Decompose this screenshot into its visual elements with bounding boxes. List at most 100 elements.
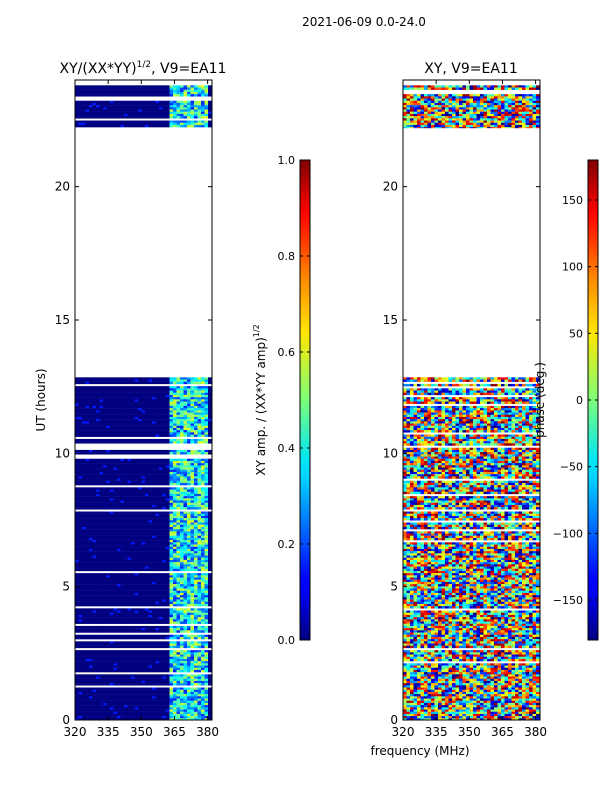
heatmap-cell [141, 557, 146, 561]
heatmap-cell [120, 658, 125, 662]
heatmap-cell [201, 493, 205, 497]
heatmap-cell [148, 557, 153, 561]
heatmap-cell [208, 612, 212, 616]
heatmap-cell [204, 491, 209, 495]
heatmap-cell [183, 388, 188, 391]
heatmap-cell [85, 421, 90, 424]
heatmap-cell [134, 467, 139, 470]
heatmap-cell [117, 432, 121, 435]
heatmap-cell [85, 381, 90, 385]
heatmap-cell [208, 419, 212, 422]
heatmap-cell [110, 491, 114, 495]
heatmap-cell [176, 562, 181, 565]
heatmap-cell [103, 678, 107, 682]
heatmap-cell [176, 658, 181, 662]
heatmap-cell [110, 654, 114, 657]
heatmap-cell [187, 441, 191, 444]
heatmap-cell [141, 645, 146, 649]
heatmap-cell [106, 452, 111, 455]
heatmap-cell [99, 496, 104, 499]
heatmap-cell [131, 469, 135, 473]
heatmap-cell [183, 423, 188, 426]
heatmap-cell [124, 388, 128, 391]
heatmap-cell [106, 416, 111, 420]
heatmap-cell [124, 595, 128, 598]
heatmap-cell [159, 661, 163, 664]
heatmap-cell [173, 579, 177, 583]
heatmap-cell [92, 555, 97, 558]
heatmap-cell [110, 568, 114, 572]
heatmap-cell [138, 621, 142, 624]
heatmap-cell [176, 603, 181, 607]
heatmap-cell [197, 489, 202, 492]
heatmap-cell [152, 654, 156, 657]
heatmap-cell [162, 377, 167, 380]
heatmap-cell [92, 650, 97, 653]
heatmap-cell [155, 487, 160, 490]
heatmap-cell [78, 590, 83, 594]
heatmap-cell [201, 546, 205, 550]
heatmap-cell [169, 430, 174, 433]
heatmap-cell [138, 392, 142, 396]
heatmap-cell [145, 630, 149, 633]
heatmap-cell [183, 568, 188, 572]
heatmap-cell [106, 586, 111, 589]
heatmap-cell [162, 555, 167, 558]
heatmap-cell [194, 504, 198, 508]
heatmap-cell [85, 535, 90, 539]
heatmap-cell [173, 496, 177, 499]
heatmap-cell [204, 414, 209, 418]
heatmap-cell [169, 504, 174, 508]
heatmap-cell [124, 584, 128, 587]
heatmap-cell [201, 630, 205, 633]
heatmap-cell [194, 568, 198, 572]
heatmap-cell [124, 610, 128, 613]
heatmap-cell [190, 617, 195, 620]
heatmap-cell [197, 643, 202, 646]
heatmap-cell [134, 674, 139, 677]
heatmap-cell [183, 434, 188, 437]
heatmap-cell [155, 610, 160, 613]
heatmap-cell [159, 652, 163, 655]
heatmap-cell [155, 414, 160, 418]
heatmap-cell [176, 408, 181, 411]
heatmap-cell [124, 474, 128, 477]
heatmap-cell [187, 656, 191, 660]
heatmap-cell [106, 687, 111, 690]
heatmap-cell [92, 423, 97, 426]
heatmap-cell [138, 544, 142, 547]
heatmap-cell [141, 577, 146, 580]
heatmap-cell [197, 610, 202, 613]
heatmap-cell [127, 641, 132, 644]
heatmap-cell [176, 687, 181, 690]
heatmap-cell [96, 669, 100, 673]
heatmap-cell [85, 405, 90, 409]
heatmap-cell [124, 669, 128, 673]
heatmap-cell [187, 405, 191, 409]
heatmap-cell [141, 390, 146, 393]
heatmap-cell [166, 533, 170, 536]
heatmap-cell [113, 524, 118, 528]
heatmap-cell [120, 645, 125, 649]
heatmap-cell [131, 432, 135, 435]
heatmap-cell [92, 674, 97, 677]
heatmap-cell [110, 562, 114, 565]
heatmap-cell [183, 529, 188, 532]
heatmap-cell [89, 551, 93, 554]
heatmap-cell [78, 515, 83, 519]
heatmap-cell [75, 482, 79, 486]
heatmap-cell [106, 471, 111, 475]
heatmap-cell [152, 581, 156, 585]
heatmap-cell [99, 544, 104, 547]
heatmap-cell [117, 625, 121, 629]
heatmap-cell [120, 502, 125, 506]
heatmap-cell [85, 614, 90, 618]
heatmap-cell [75, 502, 79, 506]
heatmap-cell [75, 669, 79, 673]
heatmap-cell [155, 405, 160, 409]
heatmap-cell [103, 665, 107, 668]
heatmap-cell [92, 577, 97, 580]
heatmap-cell [194, 524, 198, 528]
heatmap-cell [113, 405, 118, 409]
heatmap-cell [204, 573, 209, 576]
